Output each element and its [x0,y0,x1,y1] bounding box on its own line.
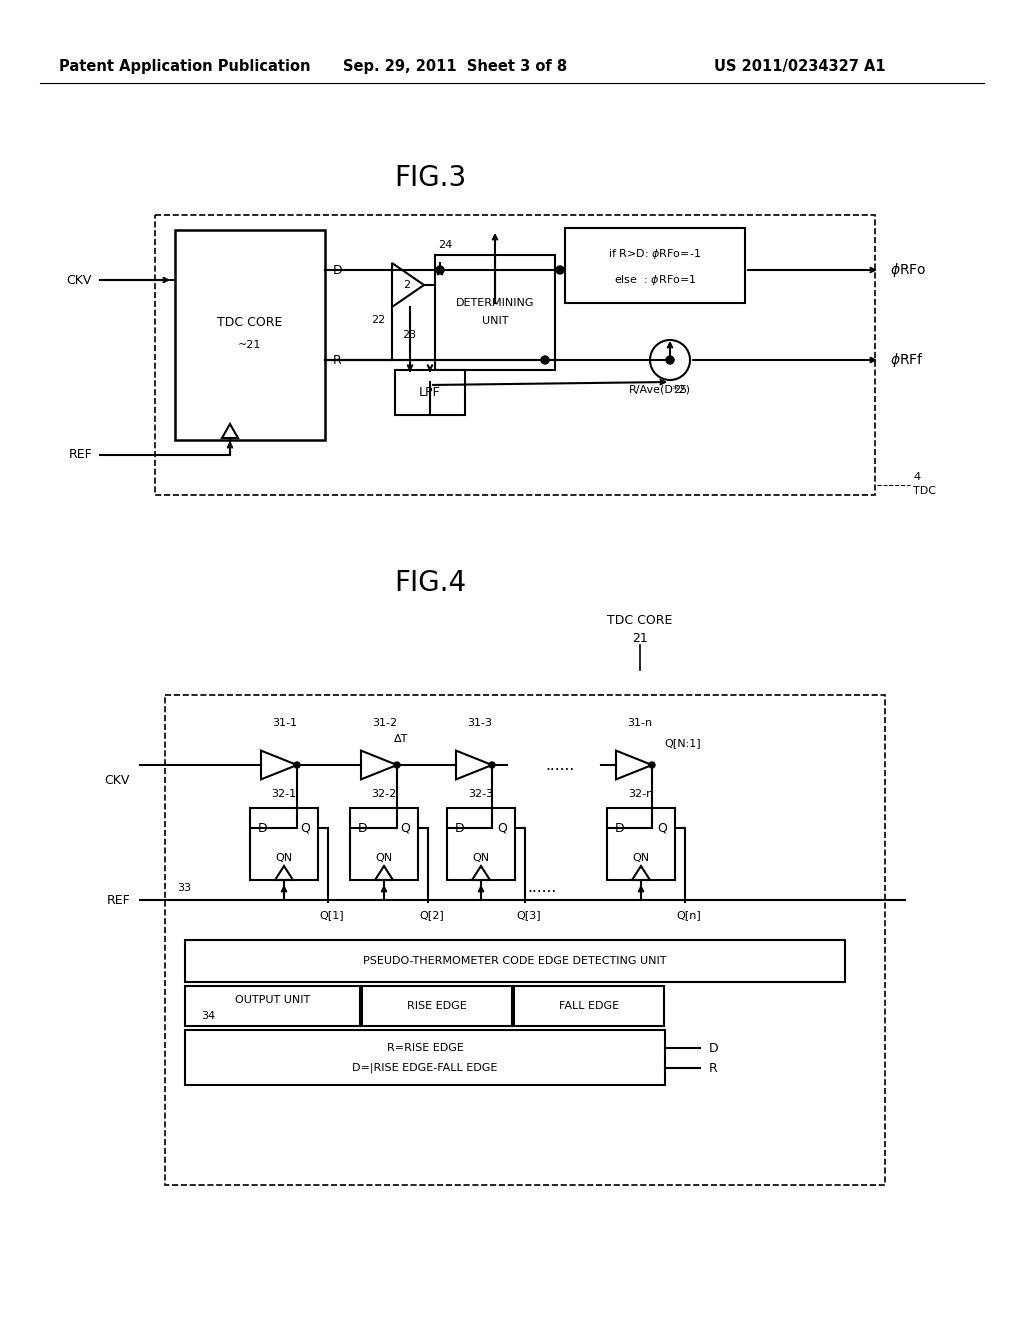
Text: ÷: ÷ [664,352,677,367]
Bar [514,986,664,1026]
Text: OUTPUT UNIT: OUTPUT UNIT [234,995,310,1005]
Text: if R>D: $\phi$RFo=-1: if R>D: $\phi$RFo=-1 [608,247,701,261]
Text: QN: QN [275,853,293,863]
Text: TDC: TDC [913,486,936,496]
Text: CKV: CKV [67,273,92,286]
Text: ΔT: ΔT [394,734,409,744]
Text: 24: 24 [438,240,453,249]
Text: FIG.4: FIG.4 [394,569,466,597]
Text: Q[2]: Q[2] [420,909,444,920]
Text: Q[N:1]: Q[N:1] [664,738,700,748]
Text: D: D [456,821,465,834]
Circle shape [489,762,495,768]
Text: 31-2: 31-2 [373,718,397,729]
Text: 23: 23 [402,330,416,341]
Text: US 2011/0234327 A1: US 2011/0234327 A1 [714,59,886,74]
Text: LPF: LPF [419,385,440,399]
Text: DETERMINING: DETERMINING [456,297,535,308]
Text: PSEUDO-THERMOMETER CODE EDGE DETECTING UNIT: PSEUDO-THERMOMETER CODE EDGE DETECTING U… [364,956,667,966]
Circle shape [666,356,674,364]
Text: QN: QN [376,853,392,863]
Text: REF: REF [106,894,130,907]
Text: ......: ...... [546,758,574,772]
Text: D: D [615,821,625,834]
Circle shape [294,762,300,768]
Text: 25: 25 [673,385,687,395]
Text: $\phi$RFf: $\phi$RFf [890,351,924,370]
Bar [607,808,675,880]
Text: R/Ave(D*2): R/Ave(D*2) [629,385,691,395]
Text: 34: 34 [201,1011,215,1020]
Text: 31-n: 31-n [628,718,652,729]
Text: 32-n: 32-n [629,789,653,799]
Bar [362,986,512,1026]
Text: FIG.3: FIG.3 [394,164,466,191]
Text: 33: 33 [177,883,191,894]
Text: Sep. 29, 2011  Sheet 3 of 8: Sep. 29, 2011 Sheet 3 of 8 [343,59,567,74]
Text: D=|RISE EDGE-FALL EDGE: D=|RISE EDGE-FALL EDGE [352,1063,498,1073]
Bar [435,255,555,370]
Text: R=RISE EDGE: R=RISE EDGE [387,1043,464,1053]
Text: QN: QN [472,853,489,863]
Text: Patent Application Publication: Patent Application Publication [59,59,310,74]
Bar [175,230,325,440]
Bar [565,228,745,304]
Text: Q[1]: Q[1] [319,909,344,920]
Text: QN: QN [633,853,649,863]
Text: Q: Q [497,821,507,834]
Text: else  : $\phi$RFo=1: else : $\phi$RFo=1 [613,273,696,286]
Text: 22: 22 [371,315,385,325]
Text: FALL EDGE: FALL EDGE [559,1001,620,1011]
Text: 21: 21 [632,631,648,644]
Circle shape [436,267,444,275]
Text: 32-1: 32-1 [271,789,297,799]
Text: ~21: ~21 [239,341,262,350]
Text: TDC CORE: TDC CORE [607,614,673,627]
Text: TDC CORE: TDC CORE [217,317,283,330]
Circle shape [541,356,549,364]
Text: Q: Q [657,821,667,834]
Bar [165,696,885,1185]
Text: 32-2: 32-2 [372,789,396,799]
Text: D: D [709,1041,719,1055]
Circle shape [556,267,564,275]
Text: RISE EDGE: RISE EDGE [408,1001,467,1011]
Bar [447,808,515,880]
Text: 2: 2 [403,280,411,290]
Text: CKV: CKV [104,774,130,787]
Bar [350,808,418,880]
Text: Q: Q [400,821,410,834]
Text: 4: 4 [913,473,921,482]
Circle shape [394,762,400,768]
Text: R: R [709,1061,718,1074]
Text: Q: Q [300,821,310,834]
Text: Q[n]: Q[n] [677,909,701,920]
Text: $\phi$RFo: $\phi$RFo [890,261,927,279]
Text: 32-3: 32-3 [468,789,494,799]
Circle shape [649,762,655,768]
Text: 31-1: 31-1 [272,718,298,729]
Text: ......: ...... [527,880,557,895]
Bar [155,215,874,495]
Text: 31-3: 31-3 [468,718,493,729]
Bar [395,370,465,414]
Text: REF: REF [69,449,92,462]
Bar [250,808,318,880]
Text: Q[3]: Q[3] [517,909,542,920]
Text: D: D [358,821,368,834]
Text: D: D [258,821,268,834]
Text: D: D [333,264,343,276]
Bar [185,940,845,982]
Text: UNIT: UNIT [481,315,508,326]
Bar [185,986,360,1026]
Bar [185,1030,665,1085]
Text: R: R [333,354,342,367]
